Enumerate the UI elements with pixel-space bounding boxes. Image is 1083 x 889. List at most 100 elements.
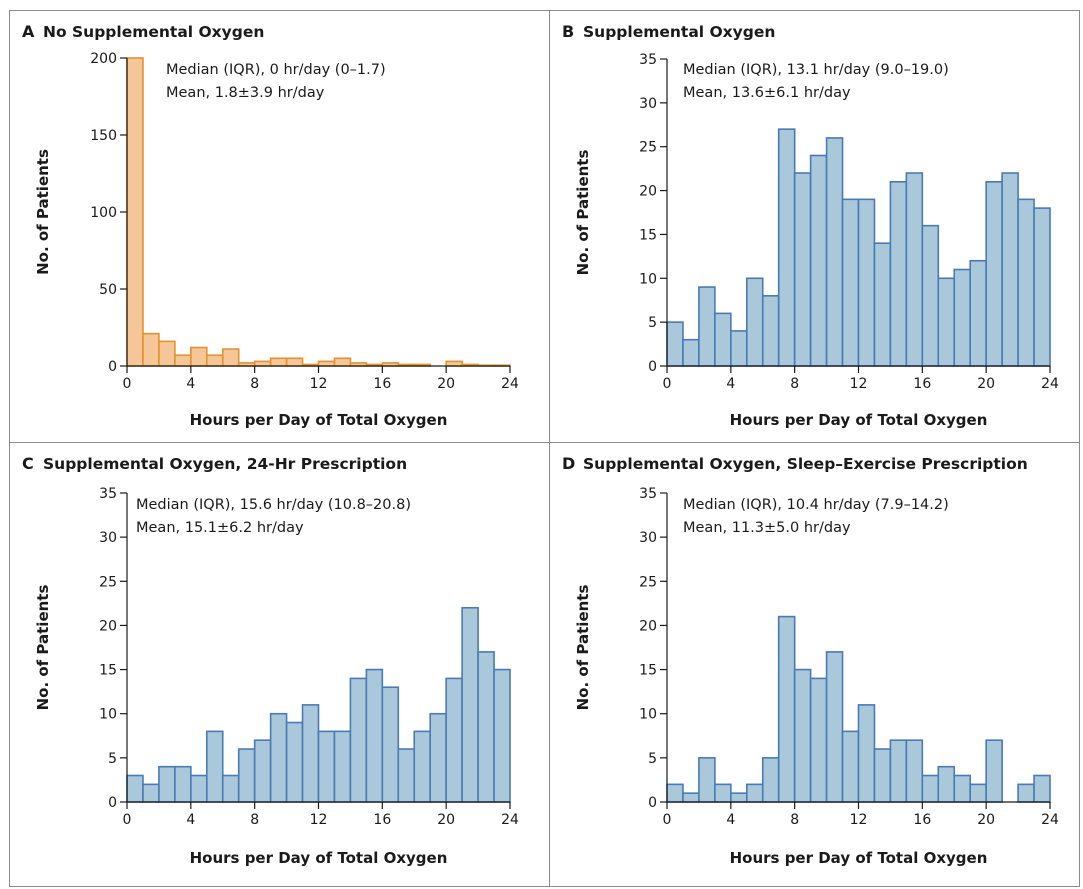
histogram-bar bbox=[905, 172, 924, 367]
histogram-bar bbox=[413, 730, 432, 803]
y-axis-label: No. of Patients bbox=[574, 585, 592, 711]
panel-title: Supplemental Oxygen, Sleep–Exercise Pres… bbox=[583, 455, 1028, 473]
histogram-bar bbox=[317, 360, 336, 367]
panel-a: A No Supplemental Oxygen 0 50 100 150 200 0 4 8 12… bbox=[9, 10, 550, 443]
panel-d: D Supplemental Oxygen, Sleep–Exercise Pre… bbox=[549, 442, 1080, 887]
y-tick-label: 15 bbox=[639, 227, 657, 243]
y-tick-label: 0 bbox=[108, 795, 117, 811]
x-tick-label: 16 bbox=[373, 812, 391, 828]
y-axis-label: No. of Patients bbox=[574, 150, 592, 276]
x-axis-label: Hours per Day of Total Oxygen bbox=[730, 849, 988, 867]
mean-annotation: Mean, 11.3±5.0 hr/day bbox=[683, 520, 851, 536]
x-axis-label: Hours per Day of Total Oxygen bbox=[190, 411, 448, 429]
y-tick-label: 5 bbox=[648, 315, 657, 331]
histogram-bar bbox=[889, 181, 908, 367]
y-tick-label: 150 bbox=[90, 128, 117, 144]
y-axis-label: No. of Patients bbox=[34, 149, 52, 275]
histogram-bar bbox=[809, 677, 828, 803]
histogram-bar bbox=[682, 338, 700, 367]
panel-title: No Supplemental Oxygen bbox=[43, 23, 264, 41]
histogram-bar bbox=[777, 615, 796, 803]
histogram-bar bbox=[969, 259, 987, 367]
histogram-bar bbox=[714, 312, 732, 367]
x-tick-label: 20 bbox=[977, 812, 995, 828]
histogram-bar bbox=[666, 783, 684, 803]
x-tick-label: 24 bbox=[501, 376, 519, 392]
histogram-bar bbox=[745, 783, 764, 803]
y-tick-label: 30 bbox=[99, 530, 117, 546]
histogram-bar bbox=[921, 224, 940, 367]
histogram-bar bbox=[937, 277, 956, 367]
x-tick-label: 8 bbox=[250, 376, 259, 392]
histogram-bar bbox=[221, 774, 240, 803]
histogram-bar bbox=[381, 686, 400, 803]
histogram-bar bbox=[190, 346, 208, 367]
histogram-bar bbox=[714, 783, 732, 803]
x-tick-label: 0 bbox=[123, 812, 132, 828]
y-tick-label: 25 bbox=[639, 140, 657, 156]
histogram-bar bbox=[190, 774, 208, 803]
median-annotation: Median (IQR), 13.1 hr/day (9.0–19.0) bbox=[683, 62, 949, 78]
histogram-bar bbox=[349, 677, 368, 803]
panel-letter: D bbox=[562, 454, 575, 473]
y-tick-label: 20 bbox=[99, 618, 117, 634]
histogram-bar bbox=[221, 348, 240, 367]
histogram-bar bbox=[333, 357, 352, 367]
histogram-bar bbox=[921, 774, 940, 803]
histogram-bar bbox=[142, 783, 160, 803]
y-tick-label: 50 bbox=[99, 282, 117, 298]
histogram-bar bbox=[1033, 774, 1051, 803]
histogram-bar bbox=[985, 739, 1003, 803]
histogram-bar bbox=[825, 651, 844, 803]
histogram-bar bbox=[825, 137, 844, 367]
y-tick-label: 0 bbox=[648, 359, 657, 375]
histogram-bar bbox=[174, 765, 192, 803]
histogram-bar bbox=[777, 128, 796, 367]
histogram-bar bbox=[873, 242, 892, 367]
histogram-bar bbox=[761, 295, 780, 367]
x-tick-label: 16 bbox=[913, 812, 931, 828]
histogram-bar bbox=[253, 360, 272, 367]
histogram-bar bbox=[873, 748, 892, 803]
y-tick-label: 25 bbox=[639, 574, 657, 590]
y-tick-label: 0 bbox=[648, 795, 657, 811]
x-tick-label: 8 bbox=[790, 376, 799, 392]
histogram-bar bbox=[253, 739, 272, 803]
y-tick-label: 10 bbox=[99, 707, 117, 723]
y-tick-label: 15 bbox=[639, 663, 657, 679]
x-tick-label: 20 bbox=[437, 376, 455, 392]
x-tick-label: 24 bbox=[1041, 812, 1059, 828]
histogram-bar bbox=[889, 739, 908, 803]
chart-svg: A No Supplemental Oxygen 0 50 100 150 200 0 4 8 12… bbox=[22, 22, 519, 429]
median-annotation: Median (IQR), 10.4 hr/day (7.9–14.2) bbox=[683, 497, 949, 513]
histogram-bar bbox=[682, 792, 700, 803]
mean-annotation: Mean, 1.8±3.9 hr/day bbox=[166, 85, 325, 101]
histogram-bar bbox=[397, 748, 416, 803]
chart-svg: B Supplemental Oxygen 0 5 10 15 20 25 30 35 0 4 8 12 1… bbox=[562, 22, 1059, 429]
histogram-bar bbox=[205, 354, 224, 367]
histogram-bar bbox=[841, 730, 860, 803]
histogram-bar bbox=[445, 677, 463, 803]
x-tick-label: 24 bbox=[1041, 376, 1059, 392]
x-tick-label: 8 bbox=[790, 812, 799, 828]
histogram-bar bbox=[761, 757, 780, 803]
histogram-bar bbox=[158, 765, 176, 803]
y-tick-label: 25 bbox=[99, 574, 117, 590]
chart-svg: C Supplemental Oxygen, 24-Hr Prescription… bbox=[22, 454, 519, 867]
y-tick-label: 200 bbox=[90, 51, 117, 67]
x-tick-label: 12 bbox=[310, 812, 328, 828]
panel-letter: A bbox=[22, 22, 35, 41]
panel-c: C Supplemental Oxygen, 24-Hr Prescription… bbox=[9, 442, 550, 887]
histogram-bar bbox=[985, 181, 1003, 367]
y-tick-label: 35 bbox=[639, 52, 657, 68]
histogram-bar bbox=[745, 277, 764, 367]
y-tick-label: 10 bbox=[639, 271, 657, 287]
histogram-bar bbox=[445, 360, 463, 367]
histogram-bar bbox=[1001, 172, 1019, 367]
histogram-bar bbox=[126, 774, 144, 803]
panel-title: Supplemental Oxygen, 24-Hr Prescription bbox=[43, 455, 407, 473]
x-tick-label: 0 bbox=[123, 376, 132, 392]
median-annotation: Median (IQR), 15.6 hr/day (10.8–20.8) bbox=[136, 497, 411, 513]
bars bbox=[126, 57, 511, 367]
histogram-bar bbox=[477, 651, 495, 803]
